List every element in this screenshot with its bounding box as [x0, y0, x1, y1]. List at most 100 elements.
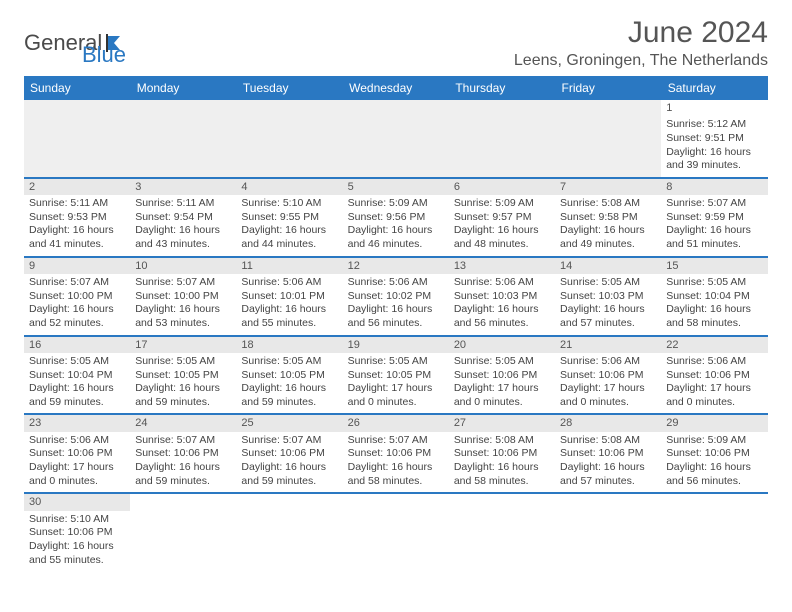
- calendar-table: SundayMondayTuesdayWednesdayThursdayFrid…: [24, 76, 768, 571]
- day-body: Sunrise: 5:07 AMSunset: 10:06 PMDaylight…: [236, 432, 342, 493]
- sunrise-text: Sunrise: 5:07 AM: [666, 197, 762, 211]
- daylight-text: Daylight: 17 hours and 0 minutes.: [560, 382, 656, 409]
- calendar-cell: 26Sunrise: 5:07 AMSunset: 10:06 PMDaylig…: [343, 414, 449, 493]
- sunset-text: Sunset: 10:06 PM: [560, 369, 656, 383]
- daylight-text: Daylight: 16 hours and 56 minutes.: [348, 303, 444, 330]
- sunset-text: Sunset: 10:03 PM: [560, 290, 656, 304]
- calendar-cell: 2Sunrise: 5:11 AMSunset: 9:53 PMDaylight…: [24, 178, 130, 257]
- sunset-text: Sunset: 10:06 PM: [241, 447, 337, 461]
- sunrise-text: Sunrise: 5:07 AM: [135, 434, 231, 448]
- daylight-text: Daylight: 16 hours and 59 minutes.: [241, 382, 337, 409]
- sunset-text: Sunset: 10:02 PM: [348, 290, 444, 304]
- day-body: Sunrise: 5:05 AMSunset: 10:03 PMDaylight…: [555, 274, 661, 335]
- daylight-text: Daylight: 16 hours and 59 minutes.: [135, 382, 231, 409]
- sunset-text: Sunset: 10:06 PM: [454, 447, 550, 461]
- sunrise-text: Sunrise: 5:07 AM: [241, 434, 337, 448]
- calendar-cell-empty: [555, 100, 661, 178]
- daylight-text: Daylight: 16 hours and 39 minutes.: [666, 146, 762, 173]
- weekday-header: Sunday: [24, 76, 130, 100]
- sunset-text: Sunset: 10:06 PM: [29, 447, 125, 461]
- day-body: Sunrise: 5:05 AMSunset: 10:04 PMDaylight…: [661, 274, 767, 335]
- calendar-cell: 29Sunrise: 5:09 AMSunset: 10:06 PMDaylig…: [661, 414, 767, 493]
- day-body: Sunrise: 5:07 AMSunset: 10:00 PMDaylight…: [24, 274, 130, 335]
- sunrise-text: Sunrise: 5:06 AM: [560, 355, 656, 369]
- daylight-text: Daylight: 16 hours and 59 minutes.: [135, 461, 231, 488]
- day-body: Sunrise: 5:05 AMSunset: 10:05 PMDaylight…: [236, 353, 342, 414]
- sunrise-text: Sunrise: 5:06 AM: [666, 355, 762, 369]
- sunset-text: Sunset: 9:53 PM: [29, 211, 125, 225]
- day-number: 12: [343, 258, 449, 274]
- daylight-text: Daylight: 16 hours and 43 minutes.: [135, 224, 231, 251]
- day-number: 10: [130, 258, 236, 274]
- sunset-text: Sunset: 10:00 PM: [29, 290, 125, 304]
- day-number: 23: [24, 415, 130, 431]
- day-number: 18: [236, 337, 342, 353]
- calendar-cell: 28Sunrise: 5:08 AMSunset: 10:06 PMDaylig…: [555, 414, 661, 493]
- title-block: June 2024 Leens, Groningen, The Netherla…: [514, 16, 768, 70]
- sunset-text: Sunset: 10:04 PM: [29, 369, 125, 383]
- calendar-cell: 6Sunrise: 5:09 AMSunset: 9:57 PMDaylight…: [449, 178, 555, 257]
- daylight-text: Daylight: 16 hours and 59 minutes.: [29, 382, 125, 409]
- weekday-header-row: SundayMondayTuesdayWednesdayThursdayFrid…: [24, 76, 768, 100]
- daylight-text: Daylight: 16 hours and 59 minutes.: [241, 461, 337, 488]
- weekday-header: Thursday: [449, 76, 555, 100]
- day-body: Sunrise: 5:05 AMSunset: 10:05 PMDaylight…: [130, 353, 236, 414]
- day-body: Sunrise: 5:08 AMSunset: 10:06 PMDaylight…: [555, 432, 661, 493]
- day-number: 14: [555, 258, 661, 274]
- day-body: Sunrise: 5:06 AMSunset: 10:01 PMDaylight…: [236, 274, 342, 335]
- daylight-text: Daylight: 16 hours and 56 minutes.: [454, 303, 550, 330]
- daylight-text: Daylight: 16 hours and 46 minutes.: [348, 224, 444, 251]
- sunrise-text: Sunrise: 5:08 AM: [454, 434, 550, 448]
- daylight-text: Daylight: 16 hours and 41 minutes.: [29, 224, 125, 251]
- calendar-cell: 9Sunrise: 5:07 AMSunset: 10:00 PMDayligh…: [24, 257, 130, 336]
- day-body: Sunrise: 5:11 AMSunset: 9:53 PMDaylight:…: [24, 195, 130, 256]
- sunset-text: Sunset: 9:56 PM: [348, 211, 444, 225]
- sunrise-text: Sunrise: 5:11 AM: [29, 197, 125, 211]
- daylight-text: Daylight: 16 hours and 48 minutes.: [454, 224, 550, 251]
- calendar-cell: 25Sunrise: 5:07 AMSunset: 10:06 PMDaylig…: [236, 414, 342, 493]
- day-number: 25: [236, 415, 342, 431]
- daylight-text: Daylight: 16 hours and 44 minutes.: [241, 224, 337, 251]
- daylight-text: Daylight: 17 hours and 0 minutes.: [666, 382, 762, 409]
- calendar-cell: 10Sunrise: 5:07 AMSunset: 10:00 PMDaylig…: [130, 257, 236, 336]
- day-number: 29: [661, 415, 767, 431]
- sunrise-text: Sunrise: 5:11 AM: [135, 197, 231, 211]
- calendar-cell-empty: [661, 493, 767, 571]
- day-number: 28: [555, 415, 661, 431]
- day-number: 19: [343, 337, 449, 353]
- daylight-text: Daylight: 17 hours and 0 minutes.: [29, 461, 125, 488]
- day-number: 5: [343, 179, 449, 195]
- calendar-cell: 13Sunrise: 5:06 AMSunset: 10:03 PMDaylig…: [449, 257, 555, 336]
- sunrise-text: Sunrise: 5:12 AM: [666, 118, 762, 132]
- logo-text-blue: Blue: [82, 42, 126, 67]
- day-number: 9: [24, 258, 130, 274]
- sunrise-text: Sunrise: 5:08 AM: [560, 434, 656, 448]
- daylight-text: Daylight: 17 hours and 0 minutes.: [454, 382, 550, 409]
- day-number: 30: [24, 494, 130, 510]
- sunset-text: Sunset: 9:54 PM: [135, 211, 231, 225]
- sunrise-text: Sunrise: 5:08 AM: [560, 197, 656, 211]
- calendar-cell: 7Sunrise: 5:08 AMSunset: 9:58 PMDaylight…: [555, 178, 661, 257]
- calendar-body: 1Sunrise: 5:12 AMSunset: 9:51 PMDaylight…: [24, 100, 768, 571]
- calendar-cell: 12Sunrise: 5:06 AMSunset: 10:02 PMDaylig…: [343, 257, 449, 336]
- calendar-cell: 11Sunrise: 5:06 AMSunset: 10:01 PMDaylig…: [236, 257, 342, 336]
- calendar-row: 2Sunrise: 5:11 AMSunset: 9:53 PMDaylight…: [24, 178, 768, 257]
- daylight-text: Daylight: 16 hours and 58 minutes.: [348, 461, 444, 488]
- sunrise-text: Sunrise: 5:05 AM: [241, 355, 337, 369]
- calendar-cell-empty: [236, 493, 342, 571]
- calendar-cell: 16Sunrise: 5:05 AMSunset: 10:04 PMDaylig…: [24, 336, 130, 415]
- weekday-header: Monday: [130, 76, 236, 100]
- day-body: Sunrise: 5:10 AMSunset: 10:06 PMDaylight…: [24, 511, 130, 572]
- day-number: 21: [555, 337, 661, 353]
- sunrise-text: Sunrise: 5:06 AM: [29, 434, 125, 448]
- daylight-text: Daylight: 16 hours and 55 minutes.: [241, 303, 337, 330]
- sunset-text: Sunset: 9:58 PM: [560, 211, 656, 225]
- day-number: 16: [24, 337, 130, 353]
- calendar-cell-empty: [449, 100, 555, 178]
- day-body: Sunrise: 5:06 AMSunset: 10:02 PMDaylight…: [343, 274, 449, 335]
- sunset-text: Sunset: 9:51 PM: [666, 132, 762, 146]
- weekday-header: Friday: [555, 76, 661, 100]
- day-number: 11: [236, 258, 342, 274]
- sunset-text: Sunset: 9:55 PM: [241, 211, 337, 225]
- sunset-text: Sunset: 10:06 PM: [454, 369, 550, 383]
